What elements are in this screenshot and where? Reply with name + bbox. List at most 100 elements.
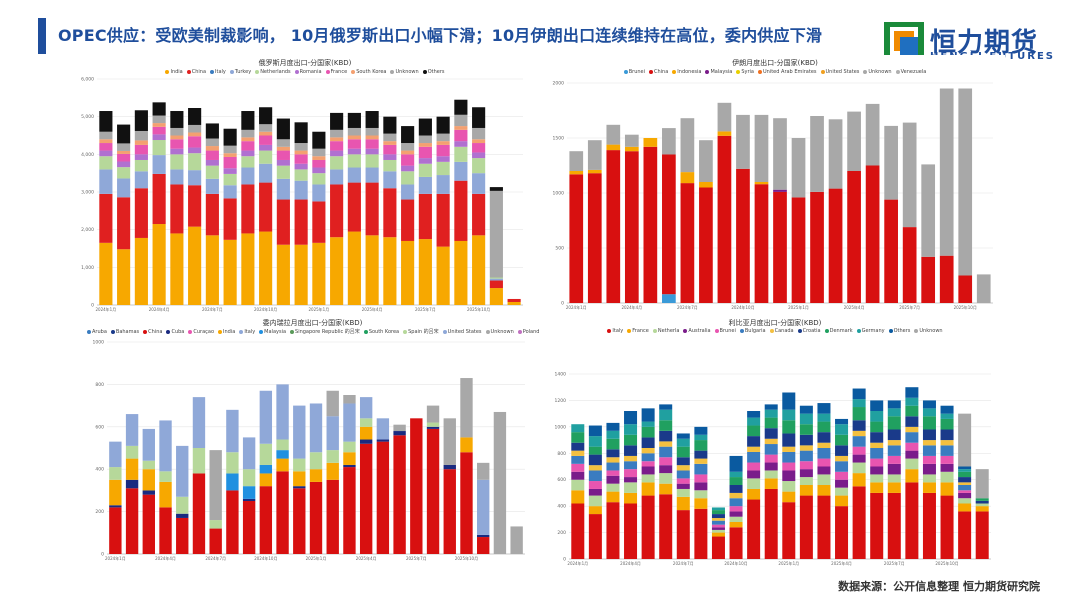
bar-segment (170, 135, 184, 140)
bar-segment (817, 403, 831, 414)
bar-segment (276, 178, 290, 200)
legend-swatch (422, 69, 427, 74)
bar-segment (606, 430, 620, 439)
bar-segment (226, 490, 239, 554)
bar-segment (359, 439, 373, 444)
bar-segment (835, 495, 849, 507)
legend-label: Canada (774, 328, 794, 334)
bar-segment (817, 442, 831, 448)
bar-segment (887, 455, 901, 464)
bar-segment (676, 496, 690, 511)
bar-segment (588, 425, 602, 437)
bar-segment (624, 151, 639, 303)
legend-label: China (191, 69, 207, 75)
bar-segment (782, 491, 796, 503)
x-tick-label: 2025年4月 (356, 555, 377, 561)
bar-segment (940, 440, 954, 446)
x-tick-label: 2025年1月 (778, 560, 799, 566)
bar-segment (641, 437, 655, 448)
y-tick-label: 1000 (93, 340, 105, 346)
bar-segment (939, 255, 954, 303)
chart-panel-venezuela: 委内瑞拉月度出口-分国家(KBD) Aruba Bahamas China Cuba C… (85, 318, 540, 573)
bar-segment (799, 477, 813, 485)
bar-segment (905, 397, 919, 406)
bar-segment (624, 411, 638, 425)
bar-segment (454, 126, 468, 130)
legend-label: Denmark (829, 328, 853, 334)
bar-segment (99, 139, 113, 144)
bar-segment (134, 154, 148, 160)
chart-legend: Italy France Netherla Australia Brunei Bulgar… (545, 328, 1005, 334)
legend-swatch (607, 328, 612, 333)
bar-segment (312, 131, 326, 149)
bar-segment (680, 118, 695, 173)
chart-svg: 0 1,000 2,000 3,000 4,000 5,000 6,000 2024年1月 20… (81, 77, 523, 312)
y-tick-label: 0 (101, 552, 104, 558)
bar-segment (359, 426, 373, 440)
x-tick-label: 2025年7月 (899, 304, 920, 310)
bar-segment (209, 520, 222, 529)
bar-segment (259, 163, 273, 183)
bar-segment (347, 182, 361, 232)
bar-segment (588, 481, 602, 489)
bar-segment (383, 133, 397, 142)
bar-segment (606, 422, 620, 431)
legend-label: Italy (215, 69, 226, 75)
bar-segment (259, 443, 273, 465)
bar-segment (343, 395, 356, 404)
bar-segment (99, 143, 113, 151)
bar-segment (624, 134, 639, 147)
bar-segment (205, 178, 219, 194)
bar-segment (643, 138, 658, 147)
bar-segment (870, 466, 884, 475)
bar-segment (711, 524, 725, 528)
bar-segment (259, 390, 273, 444)
bar-segment (294, 163, 308, 170)
bar-segment (242, 469, 256, 487)
bar-segment (764, 438, 778, 445)
bar-segment (117, 124, 131, 144)
legend-item: United States (820, 69, 859, 75)
bar-segment (472, 127, 486, 140)
bar-segment (226, 452, 239, 474)
bar-segment (747, 436, 761, 447)
legend-item: India (165, 69, 183, 75)
bar-segment (159, 471, 172, 482)
bar-segment (870, 474, 884, 483)
bar-segment (694, 440, 708, 451)
bar-segment (347, 127, 361, 136)
y-tick-label: 600 (95, 424, 104, 430)
bar-segment (454, 146, 468, 162)
bar-segment (699, 140, 713, 182)
legend-swatch (259, 329, 264, 334)
legend-item: Australia (683, 328, 711, 334)
bar-segment (922, 429, 936, 441)
bar-segment (205, 159, 219, 166)
bar-segment (870, 458, 884, 467)
bar-segment (276, 244, 290, 305)
bar-segment (764, 428, 778, 439)
bar-segment (401, 143, 415, 151)
bar-segment (205, 150, 219, 160)
bar-segment (259, 486, 273, 554)
bar-segment (865, 103, 880, 166)
bar-segment (940, 495, 954, 559)
bar-segment (401, 165, 415, 172)
bar-segment (159, 420, 172, 472)
bar-segment (828, 188, 843, 303)
bar-segment (717, 135, 732, 303)
x-tick-label: 2024年4月 (621, 304, 642, 310)
legend-item: Italy (239, 329, 255, 335)
bar-segment (975, 503, 989, 507)
x-tick-label: 2024年10月 (731, 304, 754, 310)
bar-segment (436, 175, 450, 194)
bar-segment (606, 124, 621, 145)
legend-label: Unknown (490, 329, 514, 335)
bar-segment (223, 173, 237, 186)
bar-segment (921, 256, 936, 303)
bar-segment (365, 139, 379, 149)
bar-segment (117, 150, 131, 154)
bar-segment (376, 441, 390, 554)
bar-segment (472, 158, 486, 174)
bar-segment (99, 242, 113, 305)
